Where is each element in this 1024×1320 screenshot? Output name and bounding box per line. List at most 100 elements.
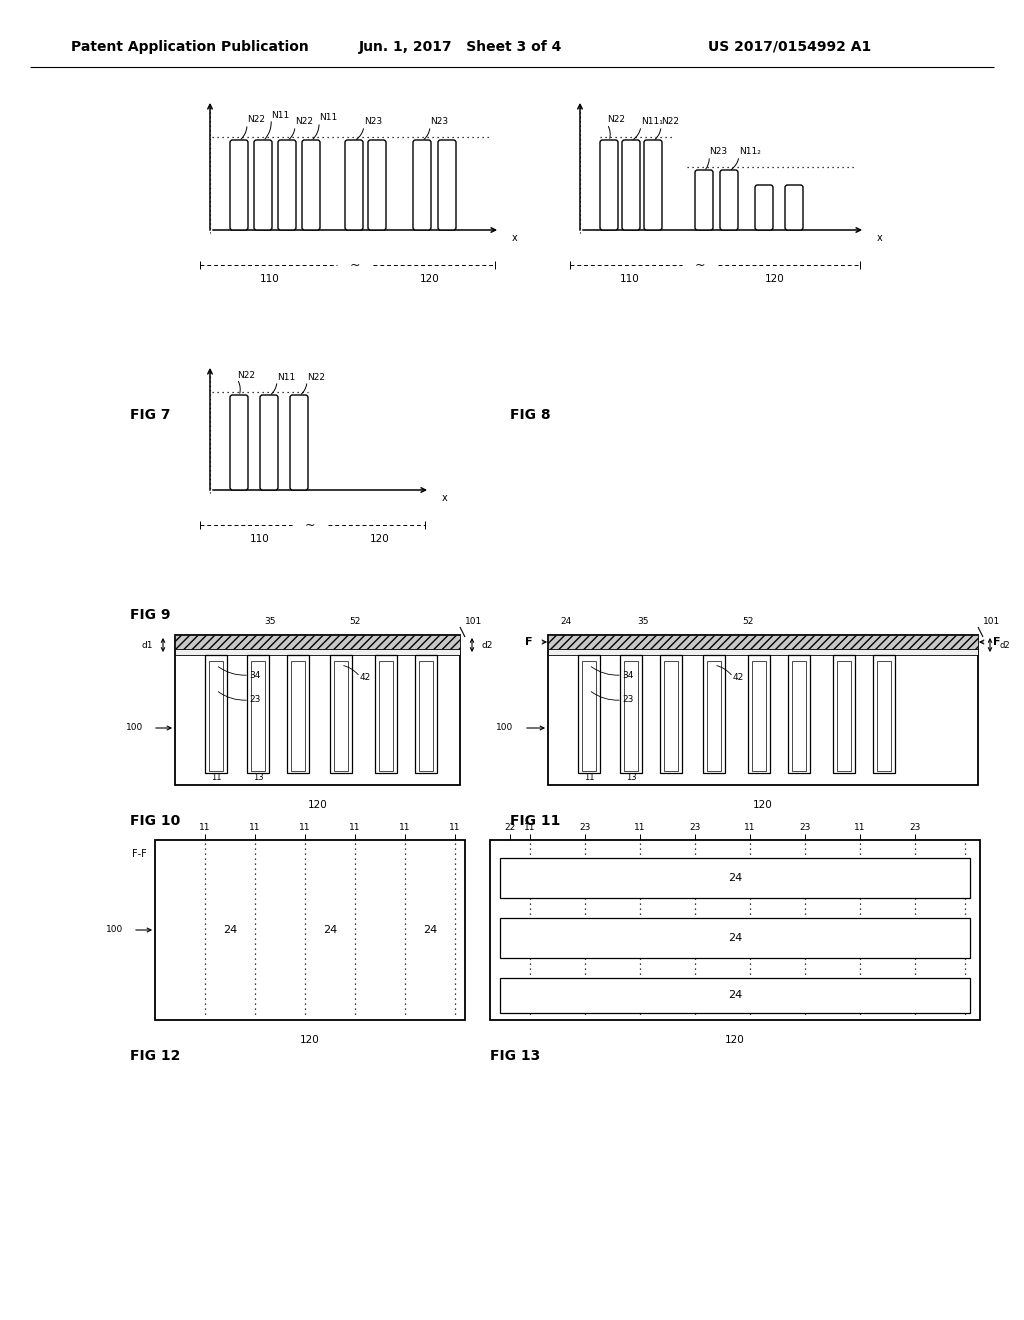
Bar: [287, 655, 309, 774]
Text: 23: 23: [249, 696, 260, 705]
Text: 101: 101: [983, 616, 1000, 626]
Text: ~: ~: [305, 519, 315, 532]
Text: 100: 100: [105, 925, 123, 935]
Text: 120: 120: [307, 800, 328, 810]
Text: 35: 35: [637, 616, 649, 626]
Text: 13: 13: [253, 772, 263, 781]
FancyBboxPatch shape: [260, 395, 278, 490]
Bar: [578, 655, 600, 774]
Text: 42: 42: [733, 672, 744, 681]
Text: 22: 22: [505, 824, 516, 833]
Bar: [379, 661, 393, 771]
Text: 11: 11: [744, 824, 756, 833]
Text: 110: 110: [250, 535, 270, 544]
FancyBboxPatch shape: [413, 140, 431, 230]
FancyBboxPatch shape: [278, 140, 296, 230]
Bar: [500, 858, 970, 898]
Bar: [175, 649, 460, 655]
Text: 120: 120: [753, 800, 773, 810]
Text: N23: N23: [430, 117, 449, 127]
Bar: [375, 655, 397, 774]
Text: 23: 23: [909, 824, 921, 833]
Bar: [833, 655, 855, 774]
Text: N22: N22: [307, 372, 325, 381]
Text: N22: N22: [295, 117, 313, 127]
Text: N22: N22: [662, 117, 679, 127]
Text: N23: N23: [364, 117, 382, 127]
Text: 42: 42: [360, 672, 372, 681]
Bar: [837, 661, 851, 771]
Bar: [500, 917, 970, 958]
Text: N23: N23: [709, 148, 727, 157]
Text: x: x: [512, 234, 518, 243]
Text: 11: 11: [249, 824, 261, 833]
Text: 11: 11: [211, 772, 221, 781]
Text: ~: ~: [694, 259, 706, 272]
Text: 23: 23: [800, 824, 811, 833]
Text: 24: 24: [728, 933, 742, 942]
Bar: [792, 661, 806, 771]
Text: 120: 120: [420, 275, 440, 284]
Text: d2: d2: [482, 640, 494, 649]
Text: N22: N22: [607, 116, 625, 124]
Text: 24: 24: [423, 925, 437, 935]
FancyBboxPatch shape: [254, 140, 272, 230]
Text: ~: ~: [350, 259, 360, 272]
Text: 13: 13: [626, 772, 636, 781]
FancyBboxPatch shape: [230, 395, 248, 490]
Text: 52: 52: [742, 616, 754, 626]
Bar: [582, 661, 596, 771]
Text: 24: 24: [728, 873, 742, 883]
Text: FIG 13: FIG 13: [490, 1049, 541, 1063]
Bar: [334, 661, 348, 771]
Bar: [205, 655, 227, 774]
Bar: [291, 661, 305, 771]
Bar: [752, 661, 766, 771]
FancyBboxPatch shape: [785, 185, 803, 230]
Text: F: F: [525, 638, 534, 647]
Text: 11: 11: [450, 824, 461, 833]
FancyBboxPatch shape: [438, 140, 456, 230]
FancyBboxPatch shape: [622, 140, 640, 230]
FancyBboxPatch shape: [644, 140, 662, 230]
Text: N22: N22: [247, 116, 265, 124]
Bar: [748, 655, 770, 774]
Text: N11₁: N11₁: [641, 117, 663, 127]
FancyBboxPatch shape: [290, 395, 308, 490]
Bar: [247, 655, 269, 774]
FancyBboxPatch shape: [755, 185, 773, 230]
Text: F: F: [993, 638, 1000, 647]
Text: 110: 110: [260, 275, 280, 284]
Bar: [877, 661, 891, 771]
Bar: [175, 635, 460, 649]
Text: US 2017/0154992 A1: US 2017/0154992 A1: [709, 40, 871, 54]
Bar: [155, 840, 465, 1020]
Bar: [548, 635, 978, 785]
Text: N11: N11: [278, 372, 295, 381]
Text: 120: 120: [300, 1035, 319, 1045]
Bar: [788, 655, 810, 774]
Text: 11: 11: [634, 824, 646, 833]
FancyBboxPatch shape: [695, 170, 713, 230]
Text: 24: 24: [560, 616, 571, 626]
Text: 24: 24: [728, 990, 742, 1001]
FancyBboxPatch shape: [302, 140, 319, 230]
Text: 120: 120: [725, 1035, 744, 1045]
Text: 52: 52: [349, 616, 360, 626]
Text: FIG 8: FIG 8: [510, 408, 551, 422]
Bar: [251, 661, 265, 771]
Text: 100: 100: [126, 723, 143, 733]
Text: d1: d1: [141, 640, 153, 649]
Bar: [490, 840, 980, 1020]
FancyBboxPatch shape: [720, 170, 738, 230]
Text: d2: d2: [1000, 640, 1011, 649]
Text: 24: 24: [223, 925, 238, 935]
Bar: [419, 661, 433, 771]
Text: 120: 120: [370, 535, 390, 544]
Text: 11: 11: [584, 772, 594, 781]
Bar: [660, 655, 682, 774]
Text: 23: 23: [580, 824, 591, 833]
Text: FIG 11: FIG 11: [510, 814, 560, 828]
Text: Patent Application Publication: Patent Application Publication: [71, 40, 309, 54]
Text: FIG 10: FIG 10: [130, 814, 180, 828]
